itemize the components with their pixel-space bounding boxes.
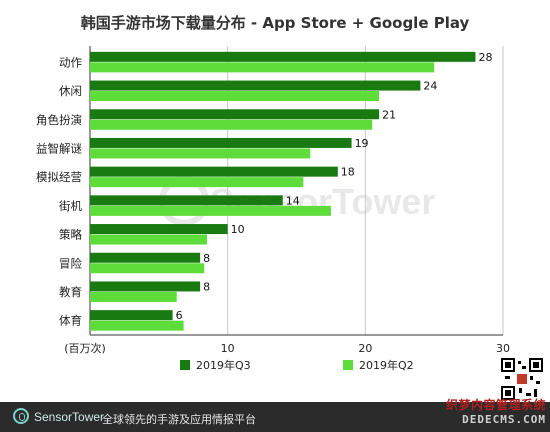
- bar-q2: [90, 177, 304, 188]
- footer-brand: SensorTower: [34, 410, 105, 424]
- bar-q3: [90, 80, 421, 91]
- data-label: 10: [231, 223, 245, 236]
- legend-swatch: [180, 360, 190, 370]
- bar-q3: [90, 166, 338, 177]
- bar-q2: [90, 263, 205, 274]
- bar-q3: [90, 310, 173, 321]
- bar-q2: [90, 91, 380, 102]
- footer-bar: SensorTower 全球领先的手游及应用情报平台: [0, 402, 550, 432]
- site-watermark-text: 织梦内容管理系统: [445, 398, 546, 412]
- data-label: 24: [423, 80, 437, 93]
- x-tick-label: 30: [496, 342, 510, 355]
- legend-label: 2019年Q3: [196, 358, 251, 372]
- bar-q3: [90, 195, 283, 206]
- category-label: 休闲: [59, 84, 82, 98]
- bar-q2: [90, 148, 311, 159]
- x-tick-label: 10: [221, 342, 235, 355]
- footer-tagline: 全球领先的手游及应用情报平台: [102, 413, 256, 426]
- category-label: 教育: [59, 285, 82, 299]
- category-label: 角色扮演: [36, 113, 82, 127]
- data-label: 6: [176, 309, 183, 322]
- qr-code-icon: [500, 357, 544, 401]
- bar-q3: [90, 137, 352, 148]
- data-label: 28: [478, 51, 492, 64]
- bar-q3: [90, 51, 476, 62]
- category-label: 街机: [59, 199, 82, 213]
- bar-q3: [90, 224, 228, 235]
- bar-q2: [90, 62, 435, 73]
- bar-q2: [90, 291, 177, 302]
- bar-q2: [90, 320, 184, 331]
- data-label: 19: [355, 137, 369, 150]
- bar-q3: [90, 281, 201, 292]
- bar-q2: [90, 234, 208, 245]
- data-label: 21: [382, 108, 396, 121]
- bar-q3: [90, 252, 201, 263]
- category-label: 动作: [59, 55, 82, 69]
- category-label: 策略: [59, 228, 82, 242]
- category-label: 冒险: [59, 256, 82, 270]
- bar-q3: [90, 109, 380, 120]
- legend-label: 2019年Q2: [359, 358, 414, 372]
- sensortower-logo-icon: [13, 408, 29, 424]
- data-label: 18: [341, 166, 355, 179]
- category-label: 体育: [59, 314, 82, 328]
- category-label: 模拟经营: [36, 170, 82, 184]
- data-label: 8: [203, 280, 210, 293]
- category-label: 益智解谜: [36, 141, 82, 155]
- x-axis-unit-label: (百万次): [64, 341, 106, 355]
- site-watermark-domain: DEDECMS.COM: [462, 413, 546, 426]
- data-label: 14: [286, 194, 300, 207]
- chart-title: 韩国手游市场下载量分布 - App Store + Google Play: [80, 14, 470, 32]
- x-tick-label: 20: [358, 342, 372, 355]
- legend-swatch: [343, 360, 353, 370]
- bar-q2: [90, 205, 331, 216]
- data-label: 8: [203, 252, 210, 265]
- bar-q2: [90, 119, 373, 130]
